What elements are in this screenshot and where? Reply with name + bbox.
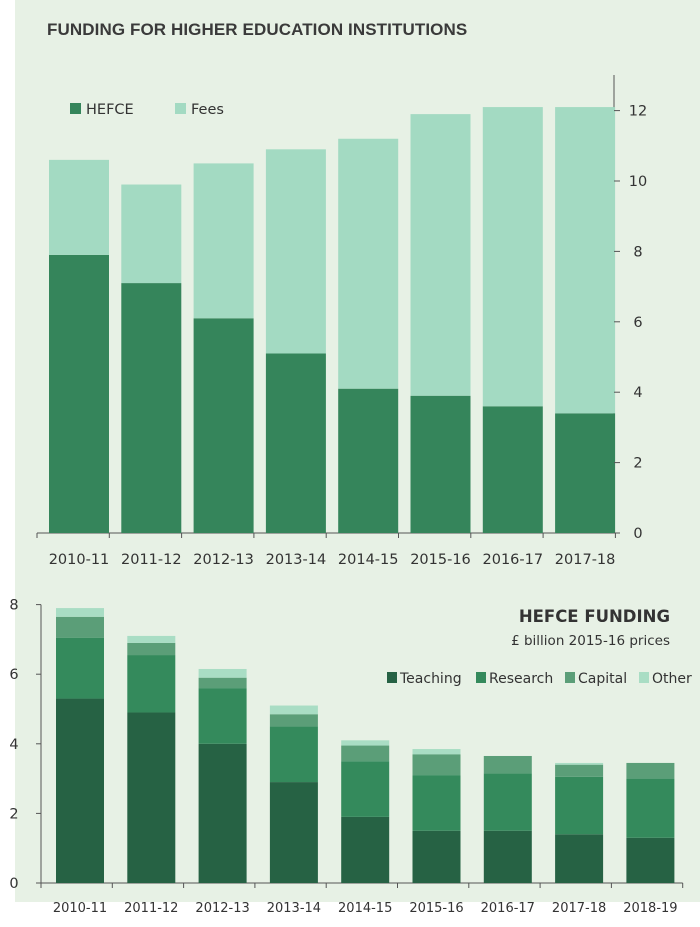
bar-fees — [121, 184, 182, 284]
bar-research — [626, 778, 675, 838]
bar-teaching — [127, 712, 176, 883]
y-tick-label: 4 — [633, 385, 642, 401]
bar-other — [198, 668, 247, 678]
y-tick-label: 6 — [633, 315, 642, 331]
x-tick-label: 2012-13 — [193, 552, 254, 568]
bar-fees — [49, 159, 109, 255]
bar-capital — [555, 764, 604, 777]
x-tick-label: 2013-14 — [267, 901, 321, 916]
bar-capital — [341, 745, 390, 762]
x-tick-label: 2011-12 — [124, 901, 178, 916]
bar-fees — [410, 114, 471, 396]
legend-label-hefce: HEFCE — [86, 102, 134, 118]
legend-label-capital: Capital — [578, 671, 627, 687]
x-tick-label: 2016-17 — [483, 552, 544, 568]
x-tick-label: 2015-16 — [409, 901, 463, 916]
bar-research — [269, 726, 318, 783]
bar-teaching — [269, 782, 318, 883]
bar-teaching — [483, 830, 532, 883]
bar-capital — [412, 754, 461, 776]
bar-research — [198, 688, 247, 744]
bar-capital — [269, 714, 318, 727]
legend-label-fees: Fees — [191, 102, 224, 118]
bar-hefce — [555, 413, 616, 533]
bar-capital — [56, 616, 104, 638]
bar-other — [412, 749, 461, 755]
bar-fees — [338, 138, 399, 389]
bar-other — [341, 740, 390, 746]
bar-research — [341, 761, 390, 817]
legend-label-other: Other — [652, 671, 692, 687]
bar-fees — [482, 107, 543, 407]
bar-hefce — [193, 318, 254, 533]
x-tick-label: 2018-19 — [623, 901, 677, 916]
y-tick-label: 12 — [629, 104, 647, 120]
x-tick-label: 2010-11 — [49, 552, 110, 568]
y-tick-label: 0 — [9, 876, 18, 892]
y-tick-label: 2 — [633, 456, 642, 472]
bar-hefce — [121, 283, 182, 533]
page-title: FUNDING FOR HIGHER EDUCATION INSTITUTION… — [47, 20, 468, 39]
legend-swatch-teaching — [387, 672, 397, 683]
bar-hefce — [410, 395, 471, 533]
x-tick-label: 2012-13 — [195, 901, 249, 916]
legend-label-research: Research — [489, 671, 553, 687]
bar-hefce — [338, 388, 399, 533]
x-tick-label: 2015-16 — [410, 552, 471, 568]
bar-hefce — [482, 406, 543, 533]
bar-research — [555, 776, 604, 835]
x-tick-label: 2016-17 — [481, 901, 535, 916]
bar-other — [127, 635, 176, 643]
bar-teaching — [198, 743, 247, 883]
legend-swatch-hefce — [70, 103, 81, 114]
bar-fees — [193, 163, 254, 319]
chart-subtitle-units: £ billion 2015-16 prices — [511, 633, 670, 649]
legend-swatch-research — [476, 672, 486, 683]
y-tick-label: 2 — [9, 806, 18, 822]
bar-other — [56, 608, 104, 617]
bar-hefce — [49, 254, 109, 534]
y-tick-label: 6 — [9, 667, 18, 683]
bar-research — [483, 773, 532, 831]
bar-teaching — [56, 698, 104, 883]
chart-subtitle-title: HEFCE FUNDING — [519, 607, 670, 626]
x-tick-label: 2014-15 — [338, 552, 399, 568]
bar-other — [269, 705, 318, 715]
x-tick-label: 2011-12 — [121, 552, 182, 568]
bar-fees — [265, 149, 326, 354]
bar-fees — [555, 107, 616, 414]
bar-other — [555, 762, 604, 765]
y-tick-label: 0 — [633, 526, 642, 542]
bar-teaching — [626, 837, 675, 883]
bar-capital — [127, 642, 176, 656]
bar-capital — [198, 677, 247, 689]
legend-swatch-fees — [175, 103, 186, 114]
bar-teaching — [412, 830, 461, 883]
bar-research — [127, 655, 176, 713]
bar-teaching — [555, 834, 604, 883]
bar-teaching — [341, 816, 390, 883]
x-tick-label: 2013-14 — [266, 552, 327, 568]
bar-capital — [483, 755, 532, 774]
legend-swatch-other — [639, 672, 649, 683]
bar-hefce — [265, 353, 326, 533]
legend-swatch-capital — [565, 672, 575, 683]
x-tick-label: 2014-15 — [338, 901, 392, 916]
bar-capital — [626, 762, 675, 779]
x-tick-label: 2010-11 — [53, 901, 107, 916]
y-tick-label: 8 — [633, 244, 642, 260]
x-tick-label: 2017-18 — [552, 901, 606, 916]
x-tick-label: 2017-18 — [555, 552, 616, 568]
bar-research — [56, 637, 104, 699]
y-tick-label: 4 — [9, 737, 18, 753]
y-tick-label: 8 — [9, 598, 18, 614]
legend-label-teaching: Teaching — [399, 671, 462, 687]
bar-research — [412, 775, 461, 831]
y-tick-label: 10 — [629, 174, 647, 190]
